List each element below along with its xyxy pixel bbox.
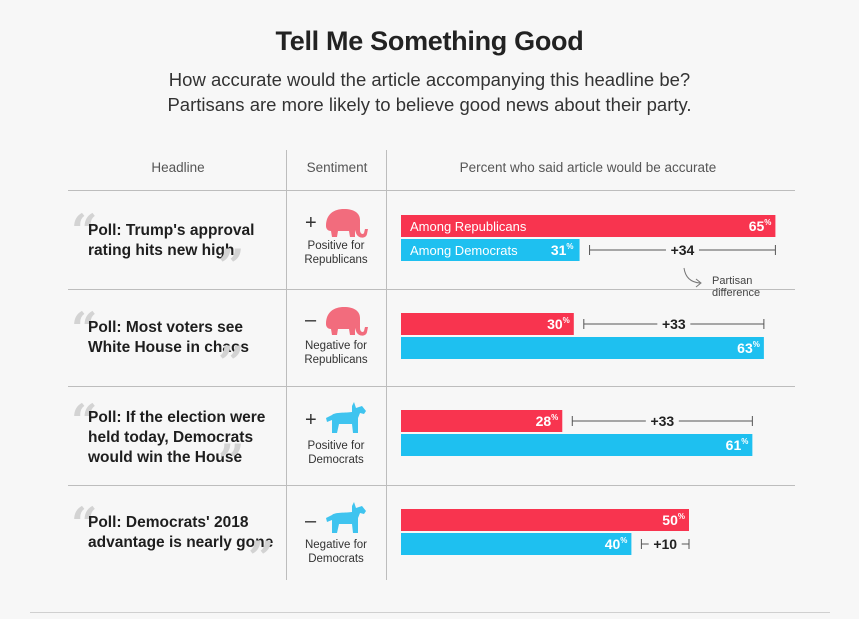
column-header-percent: Percent who said article would be accura… xyxy=(459,160,717,175)
headline-3-line-2: held today, Democrats xyxy=(88,429,254,446)
elephant-icon xyxy=(326,307,368,336)
bar-republicans xyxy=(401,313,574,335)
sentiment-4-line-1: Negative for xyxy=(304,539,367,551)
bar-republicans xyxy=(401,410,563,432)
column-header-headline: Headline xyxy=(151,160,205,175)
bar-democrats xyxy=(401,239,580,261)
open-quote-icon: “ xyxy=(71,394,98,448)
headline-1-line-1: Poll: Trump's approval xyxy=(88,222,255,239)
sentiment-label-3: Positive for Democrats xyxy=(286,439,386,467)
series-label-republicans: Among Republicans xyxy=(410,219,527,234)
donkey-icon xyxy=(326,502,366,533)
sentiment-3-line-2: Democrats xyxy=(308,454,364,466)
subtitle-line-1: How accurate would the article accompany… xyxy=(168,69,691,90)
difference-label-bg xyxy=(648,535,682,553)
open-quote-icon: “ xyxy=(71,204,98,258)
sentiment-1-line-1: Positive for xyxy=(307,240,365,252)
open-quote-icon: “ xyxy=(71,497,98,551)
sentiment-label-2: Negative for Republicans xyxy=(286,339,386,367)
open-quote-icon: “ xyxy=(71,302,98,356)
donkey-icon xyxy=(326,402,366,433)
sentiment-2-line-2: Republicans xyxy=(304,354,368,366)
headline-3-line-3: would win the House xyxy=(88,449,243,466)
headline-3: Poll: If the election were held today, D… xyxy=(88,408,278,468)
close-quote-icon: ” xyxy=(218,239,245,293)
headline-3-line-1: Poll: If the election were xyxy=(88,409,266,426)
annotation-text: difference xyxy=(712,287,760,299)
headline-4-line-1: Poll: Democrats' 2018 xyxy=(88,514,249,531)
difference-label-bg xyxy=(657,315,691,333)
annotation-text: Partisan xyxy=(712,275,752,287)
close-quote-icon: ” xyxy=(218,434,245,488)
chart-title: Tell Me Something Good xyxy=(275,26,584,56)
column-divider-2 xyxy=(386,150,387,580)
difference-label: +10 xyxy=(653,536,677,552)
column-divider-1 xyxy=(286,150,287,580)
negative-sign: – xyxy=(305,309,317,331)
difference-label: +34 xyxy=(671,242,695,258)
row-divider-2 xyxy=(68,386,795,387)
annotation-arrowhead xyxy=(695,278,702,288)
elephant-icon xyxy=(326,209,368,238)
series-label-democrats: Among Democrats xyxy=(410,243,518,258)
sentiment-1-line-2: Republicans xyxy=(304,254,368,266)
bar-democrats xyxy=(401,337,764,359)
difference-label-bg xyxy=(645,412,679,430)
positive-sign: + xyxy=(305,212,317,234)
difference-label: +33 xyxy=(662,316,686,332)
bar-democrats xyxy=(401,533,632,555)
annotation-arrow xyxy=(683,267,701,284)
subtitle-line-2: Partisans are more likely to believe goo… xyxy=(167,94,692,115)
sentiment-3-line-1: Positive for xyxy=(307,440,365,452)
headline-2: Poll: Most voters see White House in cha… xyxy=(88,318,278,358)
bar-republicans xyxy=(401,509,689,531)
difference-label-bg xyxy=(665,241,699,259)
difference-label: +33 xyxy=(650,413,674,429)
sentiment-label-1: Positive for Republicans xyxy=(286,239,386,267)
header-divider xyxy=(68,190,795,191)
sentiment-label-4: Negative for Democrats xyxy=(286,538,386,566)
headline-4: Poll: Democrats' 2018 advantage is nearl… xyxy=(88,513,278,553)
close-quote-icon: ” xyxy=(218,336,245,390)
bar-democrats xyxy=(401,434,753,456)
headline-2-line-2: White House in chaos xyxy=(88,339,250,356)
column-header-sentiment: Sentiment xyxy=(306,160,368,175)
headline-1-line-2: rating hits new high xyxy=(88,242,235,259)
row-divider-3 xyxy=(68,485,795,486)
close-quote-icon: ” xyxy=(248,531,275,585)
bar-republicans xyxy=(401,215,776,237)
positive-sign: + xyxy=(305,409,317,431)
sentiment-2-line-1: Negative for xyxy=(304,340,367,352)
headline-4-line-2: advantage is nearly gone xyxy=(88,534,274,551)
negative-sign: – xyxy=(305,510,317,532)
sentiment-4-line-2: Democrats xyxy=(308,553,364,565)
headline-1: Poll: Trump's approval rating hits new h… xyxy=(88,221,278,261)
bottom-rule xyxy=(30,612,830,613)
row-divider-1 xyxy=(68,289,795,290)
headline-2-line-1: Poll: Most voters see xyxy=(88,319,244,336)
